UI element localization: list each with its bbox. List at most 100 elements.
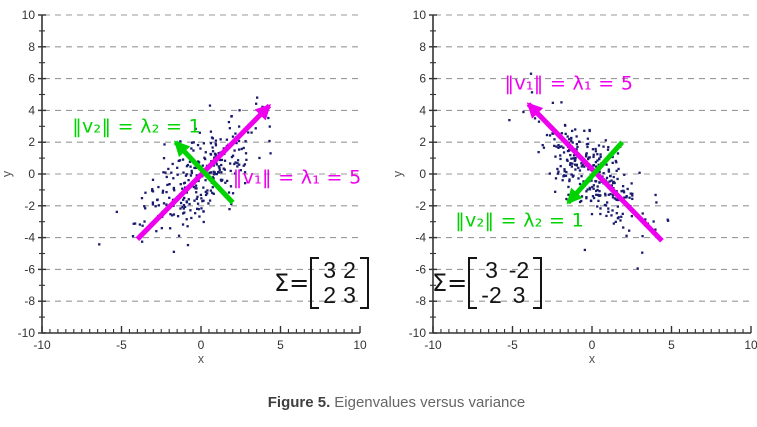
data-point — [562, 146, 565, 149]
data-point — [602, 145, 605, 148]
data-point — [570, 173, 573, 176]
data-point — [560, 101, 563, 104]
data-point — [587, 156, 590, 159]
data-point — [183, 205, 187, 209]
data-point — [269, 152, 272, 155]
y-tick-label: 4 — [419, 103, 426, 117]
data-point — [571, 141, 574, 144]
data-point — [556, 167, 559, 171]
matrix-cell: 2 — [343, 257, 356, 283]
data-point — [202, 199, 205, 202]
data-point — [151, 187, 154, 191]
y-tick-label: -8 — [24, 294, 35, 308]
data-point — [204, 193, 208, 197]
data-point — [220, 171, 223, 174]
data-point — [611, 193, 615, 197]
data-point — [586, 188, 589, 191]
data-point — [210, 136, 214, 139]
data-point — [214, 144, 218, 147]
data-point — [168, 196, 171, 199]
x-tick-label: -5 — [507, 338, 518, 352]
data-point — [584, 155, 588, 158]
data-point — [615, 169, 618, 172]
data-point — [233, 162, 236, 166]
data-point — [189, 174, 193, 177]
data-point — [598, 158, 601, 161]
data-point — [179, 183, 182, 186]
data-point — [566, 159, 569, 163]
data-point — [616, 217, 620, 220]
lambda2-label: ‖v₂‖ = λ₂ = 1 — [455, 209, 584, 231]
axes: -10 -5 0 5 10 -10 -8 -6 -4 -2 0 2 4 6 8 10 x y — [391, 8, 757, 366]
v2-arrow — [566, 140, 625, 205]
matrix-cells: 3 2 2 3 — [319, 257, 360, 309]
data-point — [570, 157, 573, 160]
data-point — [574, 128, 577, 131]
data-point — [615, 161, 618, 164]
data-point — [620, 190, 623, 193]
y-tick-label: 2 — [28, 135, 35, 149]
y-tick-label: -6 — [415, 262, 426, 276]
data-point — [182, 212, 185, 215]
data-point — [622, 189, 625, 193]
data-point — [250, 131, 253, 134]
data-point — [218, 168, 221, 172]
data-point — [234, 161, 237, 164]
data-point — [184, 145, 188, 148]
data-point — [192, 185, 195, 189]
data-point — [594, 147, 597, 151]
data-point — [522, 110, 525, 114]
data-point — [198, 131, 201, 134]
data-point — [244, 152, 248, 155]
x-tick-label: 0 — [589, 338, 596, 352]
data-point — [219, 178, 223, 182]
data-point — [586, 137, 590, 140]
data-point — [551, 101, 555, 105]
data-point — [607, 168, 610, 171]
data-point — [607, 170, 611, 173]
matrix-bracket-left — [468, 257, 478, 309]
data-point — [164, 171, 167, 174]
data-point — [215, 172, 219, 176]
data-point — [612, 175, 615, 179]
matrix-cells: 3 -2 -2 3 — [477, 257, 533, 309]
data-point — [625, 196, 628, 199]
data-point — [572, 157, 575, 160]
y-tick-label: 8 — [28, 40, 35, 54]
data-point — [182, 204, 186, 207]
data-point — [572, 154, 576, 157]
data-point — [155, 230, 158, 233]
data-point — [166, 183, 169, 187]
data-point — [140, 240, 144, 243]
data-point — [195, 191, 198, 194]
data-point — [588, 128, 591, 132]
data-point — [554, 177, 558, 180]
data-point — [140, 196, 144, 200]
data-point — [144, 207, 147, 210]
data-point — [194, 184, 198, 187]
data-point — [529, 72, 533, 75]
covariance-matrix-left: Σ= 3 2 2 3 — [274, 257, 369, 309]
data-point — [594, 165, 598, 168]
data-point — [585, 197, 588, 200]
data-point — [580, 175, 583, 178]
data-point — [577, 166, 580, 170]
scatter-plot-left: -10 -5 0 5 10 -10 -8 -6 -4 -2 0 2 4 6 8 10 x y ‖v₂‖ = λ₂ =… — [0, 8, 367, 366]
data-point — [151, 203, 155, 206]
data-point — [187, 179, 190, 182]
data-point — [565, 170, 568, 174]
data-point — [236, 162, 239, 165]
data-point — [209, 189, 213, 192]
data-point — [219, 138, 222, 141]
x-tick-label: 10 — [744, 338, 757, 352]
data-point — [203, 156, 206, 159]
data-point — [189, 165, 192, 168]
data-point — [170, 171, 173, 174]
data-point — [592, 196, 596, 200]
x-tick-label: 0 — [198, 338, 205, 352]
data-point — [583, 165, 586, 168]
data-point — [223, 159, 227, 162]
data-point — [596, 153, 599, 156]
data-point — [575, 164, 578, 167]
data-point — [599, 212, 602, 216]
